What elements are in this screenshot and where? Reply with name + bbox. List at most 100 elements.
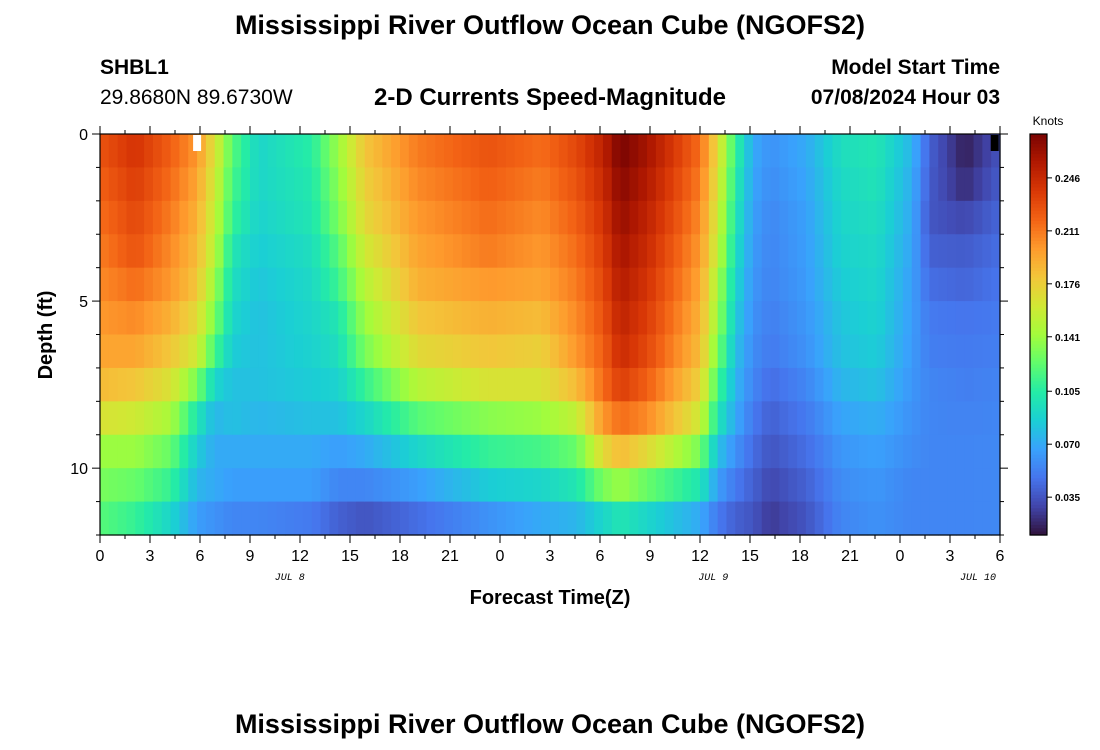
heatmap-cell <box>655 334 666 369</box>
heatmap-cell <box>505 367 516 402</box>
heatmap-cell <box>673 501 683 536</box>
heatmap-cell <box>488 234 498 269</box>
heatmap-cell <box>841 501 851 536</box>
heatmap-cell <box>126 334 136 369</box>
heatmap-cell <box>170 501 181 536</box>
heatmap-cell <box>258 468 269 503</box>
heatmap-cell <box>594 334 604 369</box>
heatmap-cell <box>991 267 1001 302</box>
x-tick-label: 3 <box>546 548 555 565</box>
heatmap-cell <box>602 401 613 436</box>
colorbar-segment <box>1030 157 1047 162</box>
heatmap-cell <box>752 468 763 503</box>
colorbar-segment <box>1030 287 1047 292</box>
colorbar-segment <box>1030 220 1047 225</box>
heatmap-cell <box>514 134 525 169</box>
heatmap-cell <box>241 334 251 369</box>
heatmap-cell <box>276 167 286 202</box>
heatmap-cell <box>311 167 322 202</box>
heatmap-cell <box>638 468 648 503</box>
heatmap-cell <box>841 134 851 169</box>
heatmap-cell <box>550 468 560 503</box>
heatmap-cell <box>294 401 304 436</box>
colorbar-tick-label: 0.141 <box>1055 333 1080 344</box>
colorbar-segment <box>1030 381 1047 386</box>
heatmap-cell <box>347 367 357 402</box>
heatmap-cell <box>505 434 516 469</box>
heatmap-cell <box>285 468 295 503</box>
heatmap-cell <box>223 334 233 369</box>
heatmap-cell <box>550 301 560 336</box>
colorbar-gradient <box>1030 134 1047 536</box>
heatmap-cell <box>152 200 163 235</box>
heatmap-cell <box>602 234 613 269</box>
heatmap-cell <box>232 267 242 302</box>
heatmap-cell <box>338 401 348 436</box>
heatmap-cell <box>126 434 136 469</box>
heatmap-cell <box>947 134 957 169</box>
heatmap-cell <box>797 301 807 336</box>
heatmap-cell <box>276 301 286 336</box>
colorbar-segment <box>1030 484 1047 489</box>
heatmap-cell <box>108 434 119 469</box>
heatmap-cell <box>708 134 719 169</box>
heatmap-cell <box>364 200 375 235</box>
heatmap-cell <box>964 134 975 169</box>
heatmap-cell <box>682 468 692 503</box>
heatmap-cell <box>461 367 472 402</box>
heatmap-cell <box>214 267 225 302</box>
heatmap-cell <box>638 134 648 169</box>
heatmap-cell <box>858 334 869 369</box>
heatmap-cell <box>717 267 728 302</box>
colorbar-segment <box>1030 147 1047 152</box>
heatmap-cell <box>144 334 154 369</box>
heatmap-cell <box>594 468 604 503</box>
heatmap-cell <box>329 134 339 169</box>
heatmap-cell <box>691 167 701 202</box>
heatmap-cell <box>620 267 631 302</box>
heatmap-cell <box>867 434 878 469</box>
heatmap-cell <box>329 434 339 469</box>
heatmap-cell <box>258 401 269 436</box>
heatmap-cell <box>329 501 339 536</box>
heatmap-cell <box>223 200 233 235</box>
colorbar-segment <box>1030 311 1047 316</box>
colorbar-segment <box>1030 237 1047 242</box>
heatmap-cell <box>391 401 401 436</box>
heatmap-cell <box>620 301 631 336</box>
heatmap-cell <box>673 367 683 402</box>
heatmap-cell <box>417 234 428 269</box>
heatmap-cell <box>867 468 878 503</box>
heatmap-cell <box>567 301 578 336</box>
heatmap-cell <box>964 434 975 469</box>
heatmap-cell <box>761 334 772 369</box>
heatmap-cell <box>497 167 507 202</box>
x-tick-label: 21 <box>441 548 459 565</box>
colorbar-segment <box>1030 387 1047 392</box>
heatmap-cell <box>832 434 842 469</box>
colorbar-segment <box>1030 391 1047 396</box>
heatmap-cell <box>179 167 189 202</box>
heatmap-cell <box>902 401 913 436</box>
heatmap-cell <box>867 200 878 235</box>
heatmap-cell <box>841 367 851 402</box>
colorbar-segment <box>1030 341 1047 346</box>
heatmap-cell <box>611 367 622 402</box>
heatmap-cell <box>223 468 233 503</box>
heatmap-cell <box>832 200 842 235</box>
heatmap-cell <box>744 200 754 235</box>
heatmap-cell <box>602 501 613 536</box>
heatmap-cell <box>311 234 322 269</box>
colorbar-tick-label: 0.035 <box>1055 493 1080 504</box>
y-axis: 0 5 10 <box>70 127 1008 536</box>
heatmap-cell <box>717 501 728 536</box>
heatmap-cell <box>620 468 631 503</box>
heatmap-cell <box>708 367 719 402</box>
heatmap-cell <box>426 267 436 302</box>
heatmap-cell <box>117 401 128 436</box>
heatmap-cell <box>100 334 110 369</box>
heatmap-cell <box>152 334 163 369</box>
heatmap-cell <box>100 367 110 402</box>
heatmap-cell <box>417 267 428 302</box>
heatmap-cell <box>752 167 763 202</box>
